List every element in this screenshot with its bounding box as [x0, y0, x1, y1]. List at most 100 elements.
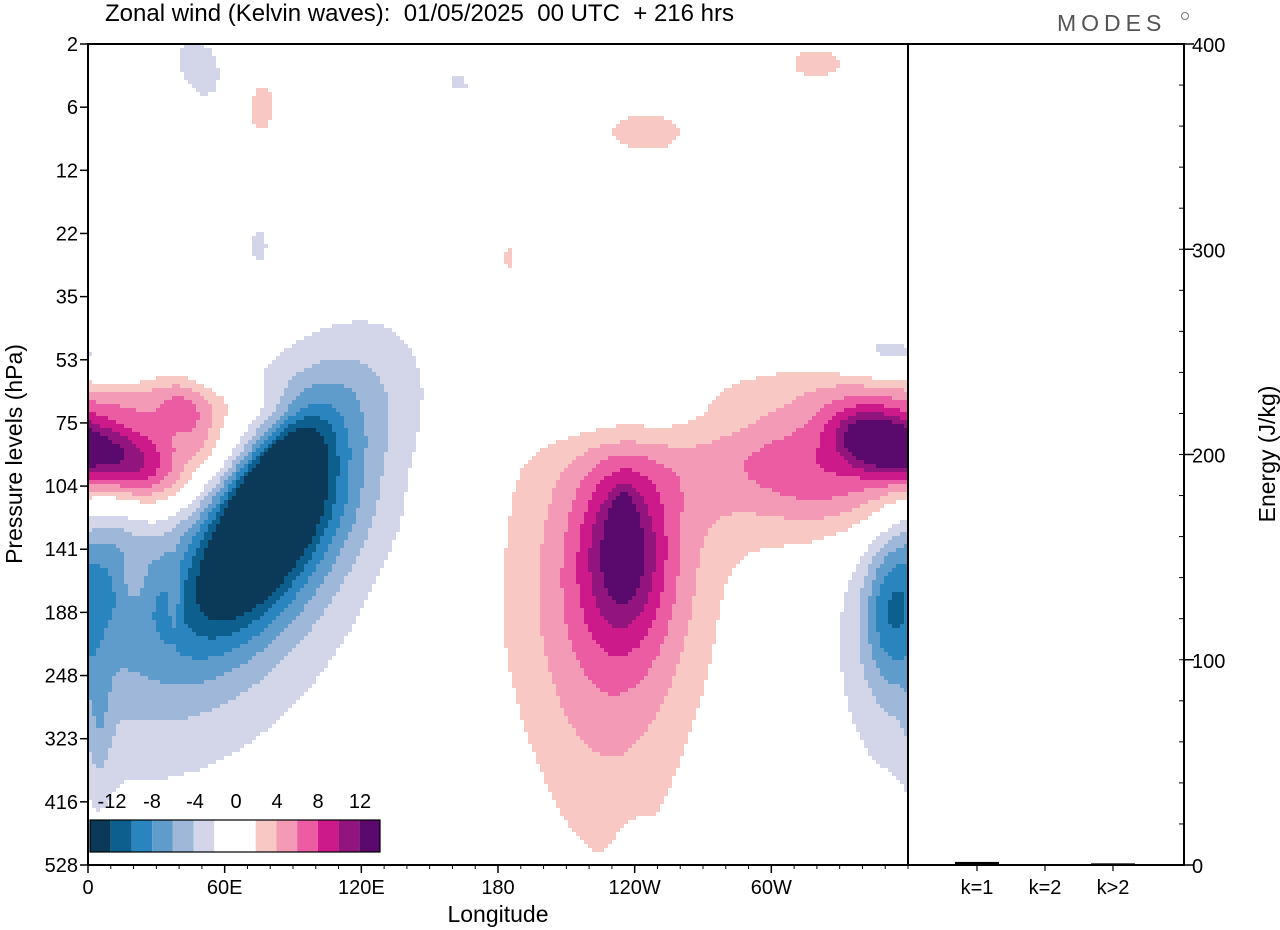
contour-cell [560, 704, 660, 708]
contour-cell [312, 596, 332, 600]
contour-cell [88, 580, 112, 584]
contour-cell [568, 632, 592, 636]
contour-cell [156, 600, 168, 604]
contour-cell [548, 444, 600, 448]
contour-cell [88, 468, 140, 472]
colorbar-label: -8 [143, 791, 161, 813]
colorbar-label: -12 [98, 791, 127, 813]
contour-cell [200, 412, 212, 416]
contour-cell [192, 556, 204, 560]
contour-cell [144, 584, 180, 588]
contour-cell [588, 844, 608, 848]
colorbar-swatch [317, 820, 339, 852]
contour-cell [304, 584, 320, 588]
contour-cell [676, 588, 696, 592]
contour-cell [720, 436, 784, 440]
contour-cell [348, 432, 364, 436]
contour-cell [508, 656, 548, 660]
contour-cell [876, 628, 908, 632]
contour-cell [596, 684, 636, 688]
contour-cell [236, 616, 260, 620]
contour-cell [264, 392, 284, 396]
contour-cell [224, 480, 232, 484]
contour-cell [344, 508, 356, 512]
colorbar-swatch [297, 820, 318, 852]
contour-cell [212, 420, 224, 424]
contour-cell [280, 612, 300, 616]
contour-cell [652, 580, 664, 584]
contour-cell [364, 476, 380, 480]
contour-cell [204, 444, 216, 448]
contour-cell [504, 612, 540, 616]
contour-cell [832, 496, 880, 500]
contour-cell [628, 748, 684, 752]
contour-cell [836, 384, 864, 388]
contour-cell [216, 528, 316, 532]
contour-cell [580, 540, 592, 544]
energy-category-label: k=2 [1029, 877, 1062, 899]
contour-cell [248, 472, 328, 476]
contour-cell [220, 504, 228, 508]
contour-cell [364, 432, 388, 436]
contour-cell [860, 644, 872, 648]
contour-cell [848, 584, 864, 588]
contour-cell [880, 704, 908, 708]
contour-cell [876, 568, 892, 572]
contour-cell [840, 512, 872, 516]
contour-cell [220, 704, 292, 708]
contour-cell [504, 564, 540, 568]
contour-cell [868, 612, 876, 616]
y-tick-label: 416 [45, 792, 78, 814]
contour-cell [224, 472, 232, 476]
contour-cell [588, 564, 600, 568]
contour-cell [372, 524, 400, 528]
contour-cell [588, 556, 600, 560]
contour-cell [88, 776, 168, 780]
contour-cell [276, 356, 416, 360]
contour-cell [336, 484, 348, 488]
contour-cell [376, 500, 404, 504]
contour-cell [180, 68, 220, 72]
contour-cell [680, 560, 700, 564]
contour-cell [564, 468, 592, 472]
contour-cell [748, 424, 804, 428]
contour-cell [664, 532, 680, 536]
contour-cell [280, 416, 288, 420]
contour-cell [236, 468, 240, 472]
contour-cell [344, 420, 364, 424]
y-tick-label: 188 [45, 602, 78, 624]
contour-cell [668, 692, 704, 696]
contour-cell [680, 524, 712, 528]
contour-cell [640, 492, 660, 496]
contour-cell [156, 596, 168, 600]
contour-cell [228, 504, 324, 508]
contour-cell [120, 668, 128, 672]
contour-cell [600, 644, 640, 648]
contour-cell [384, 460, 412, 464]
contour-cell [328, 464, 340, 468]
contour-cell [388, 424, 420, 428]
contour-cell [868, 596, 876, 600]
contour-cell [196, 580, 284, 584]
contour-cell [904, 656, 908, 660]
contour-cell [360, 400, 388, 404]
contour-cell [156, 468, 172, 472]
contour-cell [284, 420, 296, 424]
contour-cell [876, 660, 908, 664]
contour-cell [756, 376, 872, 380]
contour-cell [284, 428, 296, 432]
contour-cell [104, 764, 208, 768]
colorbar-swatch [276, 820, 298, 852]
contour-cell [204, 552, 304, 556]
contour-cell [340, 584, 372, 588]
contour-cell [884, 708, 908, 712]
contour-cell [228, 456, 236, 460]
contour-cell [568, 720, 652, 724]
contour-cell [548, 508, 572, 512]
contour-cell [228, 500, 324, 504]
contour-cell [596, 596, 612, 600]
contour-cell [232, 460, 240, 464]
contour-cell [872, 644, 880, 648]
contour-cell [176, 548, 188, 552]
contour-cell [508, 668, 548, 672]
